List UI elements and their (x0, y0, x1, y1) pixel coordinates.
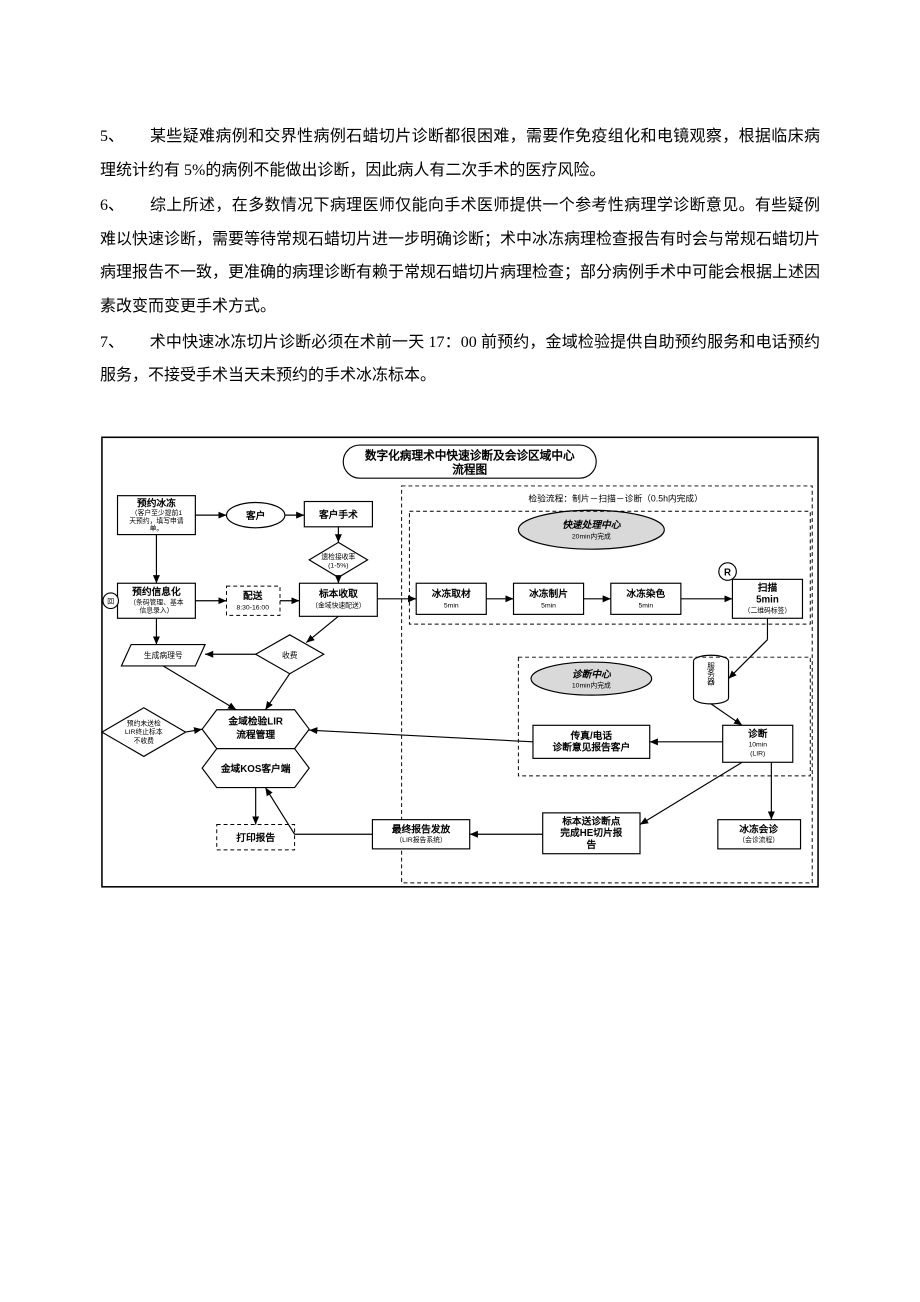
svg-text:天预约，填写申请: 天预约，填写申请 (129, 516, 184, 525)
svg-text:（客户至少提前1: （客户至少提前1 (131, 508, 183, 517)
svg-text:(LIR): (LIR) (750, 750, 765, 757)
svg-text:数字化病理术中快速诊断及会诊区域中心: 数字化病理术中快速诊断及会诊区域中心 (365, 448, 575, 462)
svg-text:8:30-16:00: 8:30-16:00 (236, 604, 269, 611)
svg-text:标本送诊断点: 标本送诊断点 (561, 814, 621, 827)
svg-text:冰冻取材: 冰冻取材 (432, 587, 471, 600)
svg-text:扫描: 扫描 (758, 581, 778, 594)
svg-text:流程图: 流程图 (452, 462, 487, 476)
svg-text:冰冻染色: 冰冻染色 (626, 587, 665, 600)
svg-text:预约未送检: 预约未送检 (127, 718, 161, 727)
svg-text:5min: 5min (756, 594, 779, 605)
svg-text:最终报告发放: 最终报告发放 (392, 822, 451, 835)
svg-text:（条码管理、基本: （条码管理、基本 (129, 597, 184, 606)
svg-text:（金域快速配送）: （金域快速配送） (311, 600, 365, 609)
svg-text:（会诊流程）: （会诊流程） (738, 835, 779, 844)
svg-text:告: 告 (586, 838, 596, 851)
svg-text:快速处理中心: 快速处理中心 (562, 519, 621, 531)
svg-text:（二维码标签）: （二维码标签） (744, 605, 792, 614)
svg-text:LIR终止标本: LIR终止标本 (125, 727, 163, 736)
svg-text:不收费: 不收费 (134, 736, 155, 745)
svg-text:客户手术: 客户手术 (318, 508, 358, 521)
svg-text:金域检验LIR: 金域检验LIR (227, 714, 283, 727)
svg-text:传真/电话: 传真/电话 (570, 729, 613, 742)
svg-text:单。: 单。 (150, 523, 164, 532)
svg-text:(1-5%): (1-5%) (328, 562, 348, 569)
svg-text:遗检接收率: 遗检接收率 (321, 552, 355, 561)
svg-text:5min: 5min (638, 602, 653, 609)
node-fuwuqi: 服务器 (694, 655, 729, 704)
svg-text:标本收取: 标本收取 (318, 587, 358, 600)
svg-text:客户: 客户 (245, 509, 265, 522)
paragraph-5: 5、某些疑难病例和交界性病例石蜡切片诊断都很困难，需要作免疫组化和电镜观察，根据… (100, 120, 820, 187)
svg-text:预约冰冻: 预约冰冻 (137, 496, 176, 509)
paragraph-6: 6、综上所述，在多数情况下病理医师仅能向手术医师提供一个参考性病理学诊断意见。有… (100, 189, 820, 323)
svg-text:（LIR报告系统）: （LIR报告系统） (395, 835, 446, 844)
svg-text:20min内完成: 20min内完成 (572, 531, 611, 540)
svg-text:冰冻制片: 冰冻制片 (529, 587, 568, 600)
svg-text:打印报告: 打印报告 (236, 831, 275, 844)
svg-text:5min: 5min (444, 602, 459, 609)
svg-text:回: 回 (107, 597, 114, 605)
svg-text:诊断: 诊断 (748, 727, 768, 740)
flowchart-diagram: 数字化病理术中快速诊断及会诊区域中心 流程图 检验流程：制片－扫描－诊断（0.5… (100, 429, 820, 899)
svg-text:服务器: 服务器 (706, 662, 715, 687)
svg-text:收费: 收费 (282, 650, 298, 660)
svg-text:诊断中心: 诊断中心 (572, 668, 611, 680)
svg-text:生成病理号: 生成病理号 (144, 650, 183, 660)
svg-text:R: R (724, 567, 731, 578)
svg-text:冰冻会诊: 冰冻会诊 (739, 822, 778, 835)
svg-text:10min: 10min (748, 741, 767, 748)
right-header: 检验流程：制片－扫描－诊断（0.5h内完成） (528, 492, 703, 503)
svg-text:预约信息化: 预约信息化 (132, 585, 181, 598)
svg-text:完成HE切片报: 完成HE切片报 (560, 826, 622, 839)
svg-text:诊断意见报告客户: 诊断意见报告客户 (552, 740, 630, 753)
svg-text:信息录入）: 信息录入） (139, 605, 173, 614)
svg-text:金域KOS客户端: 金域KOS客户端 (220, 762, 291, 775)
svg-text:流程管理: 流程管理 (236, 728, 275, 741)
svg-text:配送: 配送 (243, 589, 263, 602)
svg-text:10min内完成: 10min内完成 (572, 680, 611, 689)
paragraph-7: 7、术中快速冰冻切片诊断必须在术前一天 17：00 前预约，金域检验提供自助预约… (100, 326, 820, 393)
node-lir-kos: 金域检验LIR 流程管理 金域KOS客户端 (202, 709, 309, 787)
svg-text:5min: 5min (541, 602, 556, 609)
